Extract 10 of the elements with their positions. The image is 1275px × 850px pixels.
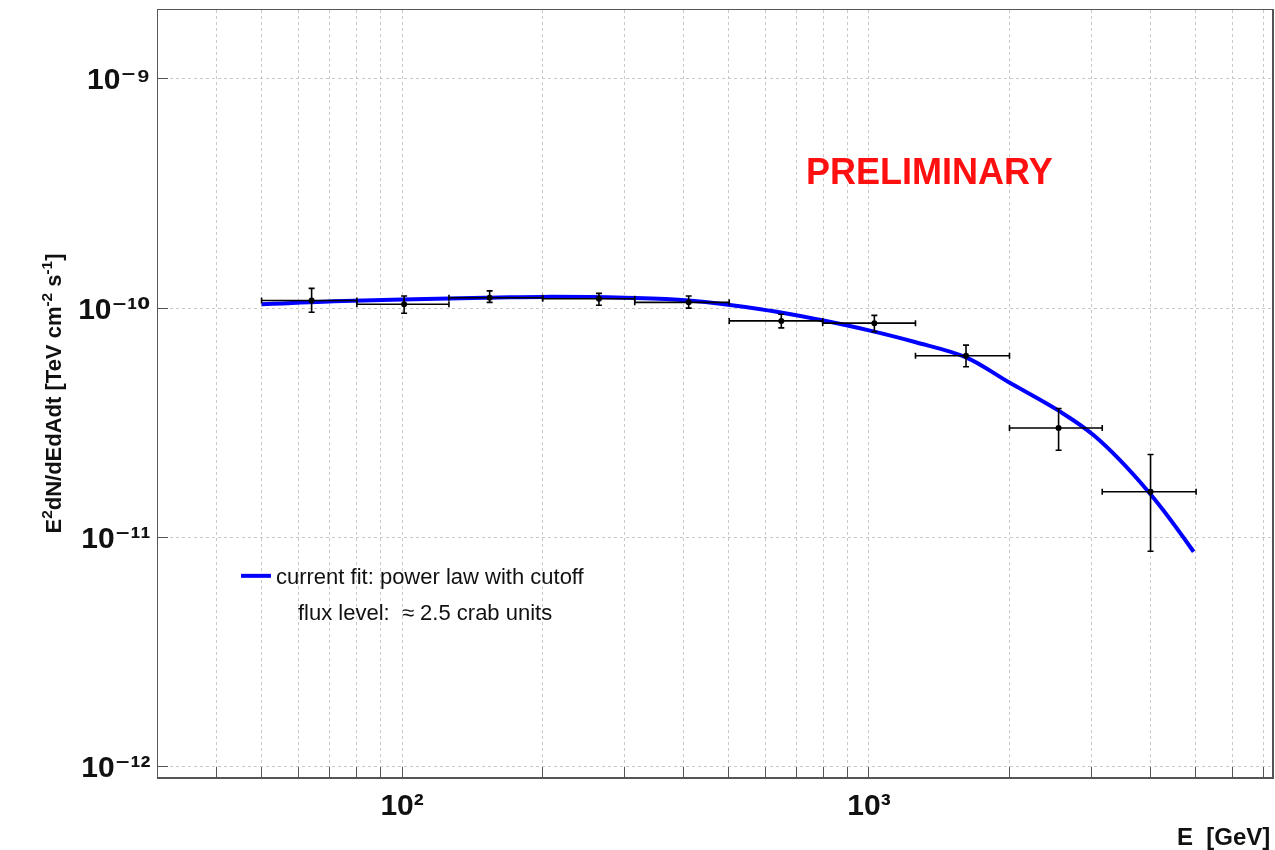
legend-label: current fit: power law with cutoff: [275, 564, 585, 590]
y-tick-label: 10⁻¹⁰: [78, 291, 151, 325]
x-tick-label: 10²: [380, 787, 424, 821]
x-axis-title: E [GeV]: [1177, 823, 1271, 850]
y-tick-label: 10⁻¹¹: [81, 520, 151, 554]
y-tick-label: 10⁻¹²: [81, 750, 151, 784]
y-tick-label: 10⁻⁹: [87, 62, 151, 96]
annotation: PRELIMINARY: [806, 151, 1053, 192]
x-tick-label: 10³: [847, 787, 891, 821]
annotation: flux level: ≈ 2.5 crab units: [298, 600, 553, 625]
